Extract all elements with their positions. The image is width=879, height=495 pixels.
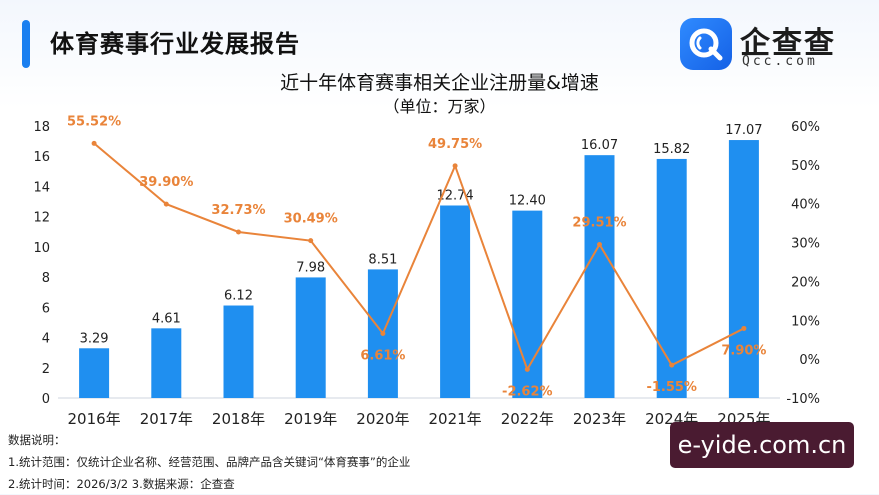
growth-value-label: 49.75% bbox=[428, 137, 482, 152]
y-left-tick-label: 0 bbox=[42, 392, 50, 407]
growth-point bbox=[452, 163, 458, 169]
growth-value-label: 39.90% bbox=[139, 175, 193, 190]
bar-value-label: 3.29 bbox=[80, 331, 109, 346]
x-tick-label: 2016年 bbox=[68, 410, 121, 428]
bar-value-label: 8.51 bbox=[368, 252, 397, 267]
bar-value-label: 17.07 bbox=[725, 123, 762, 138]
growth-value-label: -2.62% bbox=[502, 384, 553, 399]
logo-name: 企查查 bbox=[740, 26, 836, 61]
y-right-tick-label: 50% bbox=[791, 159, 820, 174]
x-tick-label: 2021年 bbox=[429, 410, 482, 428]
growth-point bbox=[669, 362, 675, 368]
y-left-tick-label: 8 bbox=[42, 271, 50, 286]
y-left-tick-label: 4 bbox=[42, 332, 50, 347]
y-left-tick-label: 12 bbox=[33, 211, 50, 226]
bar bbox=[79, 348, 110, 398]
y-right-tick-label: 0% bbox=[799, 353, 820, 368]
growth-point bbox=[163, 201, 169, 207]
x-tick-label: 2020年 bbox=[356, 410, 409, 428]
report-title: 体育赛事行业发展报告 bbox=[50, 30, 300, 58]
notes-line-2: 2.统计时间：2026/3/2 3.数据来源：企查查 bbox=[8, 477, 235, 491]
growth-value-label: 6.61% bbox=[360, 348, 405, 363]
growth-value-label: -1.55% bbox=[646, 380, 697, 395]
y-left-tick-label: 18 bbox=[33, 120, 50, 135]
y-right-tick-label: 40% bbox=[791, 198, 820, 213]
bar-value-label: 12.40 bbox=[509, 194, 546, 209]
x-tick-label: 2017年 bbox=[140, 410, 193, 428]
growth-point bbox=[91, 140, 97, 146]
y-left-tick-label: 16 bbox=[33, 150, 50, 165]
y-right-tick-label: 10% bbox=[791, 314, 820, 329]
growth-value-label: 32.73% bbox=[211, 203, 265, 218]
bar-value-label: 16.07 bbox=[581, 138, 618, 153]
bar-value-label: 7.98 bbox=[296, 260, 325, 275]
growth-rate-line bbox=[93, 142, 745, 372]
chart-title: 近十年体育赛事相关企业注册量&增速 bbox=[280, 72, 599, 94]
growth-value-label: 7.90% bbox=[721, 343, 766, 358]
growth-point bbox=[524, 366, 530, 372]
bar bbox=[584, 155, 615, 398]
y-right-tick-label: 20% bbox=[791, 275, 820, 290]
growth-point bbox=[380, 330, 386, 336]
y-left-tick-label: 2 bbox=[42, 362, 50, 377]
growth-point bbox=[236, 229, 241, 235]
header-accent-bar bbox=[22, 20, 30, 68]
logo: 企查查 Qcc.com bbox=[680, 18, 855, 74]
growth-value-label: 29.51% bbox=[572, 215, 626, 230]
chart-unit: （单位：万家） bbox=[383, 97, 496, 116]
data-notes: 数据说明： 1.统计范围：仅统计企业名称、经营范围、品牌产品含关键词“体育赛事”… bbox=[8, 429, 410, 495]
notes-line-1: 1.统计范围：仅统计企业名称、经营范围、品牌产品含关键词“体育赛事”的企业 bbox=[8, 455, 411, 469]
growth-point bbox=[308, 238, 314, 244]
bar bbox=[728, 140, 759, 398]
bar-value-label: 4.61 bbox=[152, 311, 181, 326]
watermark: e-yide.com.cn bbox=[670, 422, 854, 468]
growth-point bbox=[741, 325, 747, 331]
bar-value-label: 15.82 bbox=[653, 142, 690, 157]
bar-value-label: 6.12 bbox=[224, 289, 253, 304]
y-left-tick-label: 6 bbox=[42, 301, 50, 316]
bar bbox=[440, 205, 471, 398]
y-left-tick-label: 10 bbox=[33, 241, 50, 256]
x-tick-label: 2019年 bbox=[284, 410, 337, 428]
growth-value-label: 55.52% bbox=[67, 114, 121, 129]
notes-heading: 数据说明： bbox=[8, 433, 66, 447]
bar bbox=[656, 158, 687, 398]
bar bbox=[151, 328, 182, 398]
y-right-tick-label: -10% bbox=[786, 392, 820, 407]
x-tick-label: 2022年 bbox=[501, 410, 554, 428]
growth-point bbox=[597, 241, 602, 247]
y-right-tick-label: 60% bbox=[791, 120, 820, 135]
qcc-logo-icon bbox=[680, 18, 732, 70]
x-tick-label: 2018年 bbox=[212, 410, 265, 428]
bar bbox=[223, 305, 254, 398]
x-tick-label: 2023年 bbox=[573, 410, 626, 428]
logo-subtext: Qcc.com bbox=[742, 54, 818, 69]
y-left-tick-label: 14 bbox=[33, 180, 50, 195]
bar bbox=[295, 277, 326, 398]
y-right-tick-label: 30% bbox=[791, 237, 820, 252]
growth-value-label: 30.49% bbox=[284, 212, 338, 227]
